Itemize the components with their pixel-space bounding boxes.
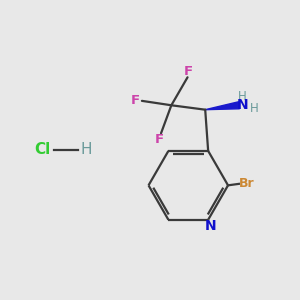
Text: N: N [205,219,216,233]
Text: H: H [80,142,92,158]
Text: H: H [250,102,259,115]
Text: H: H [238,90,247,103]
Polygon shape [205,102,239,110]
Text: F: F [184,65,193,78]
Text: F: F [131,94,140,107]
Text: F: F [155,133,164,146]
Text: Cl: Cl [34,142,51,158]
Text: N: N [237,98,248,112]
Text: Br: Br [239,177,255,190]
